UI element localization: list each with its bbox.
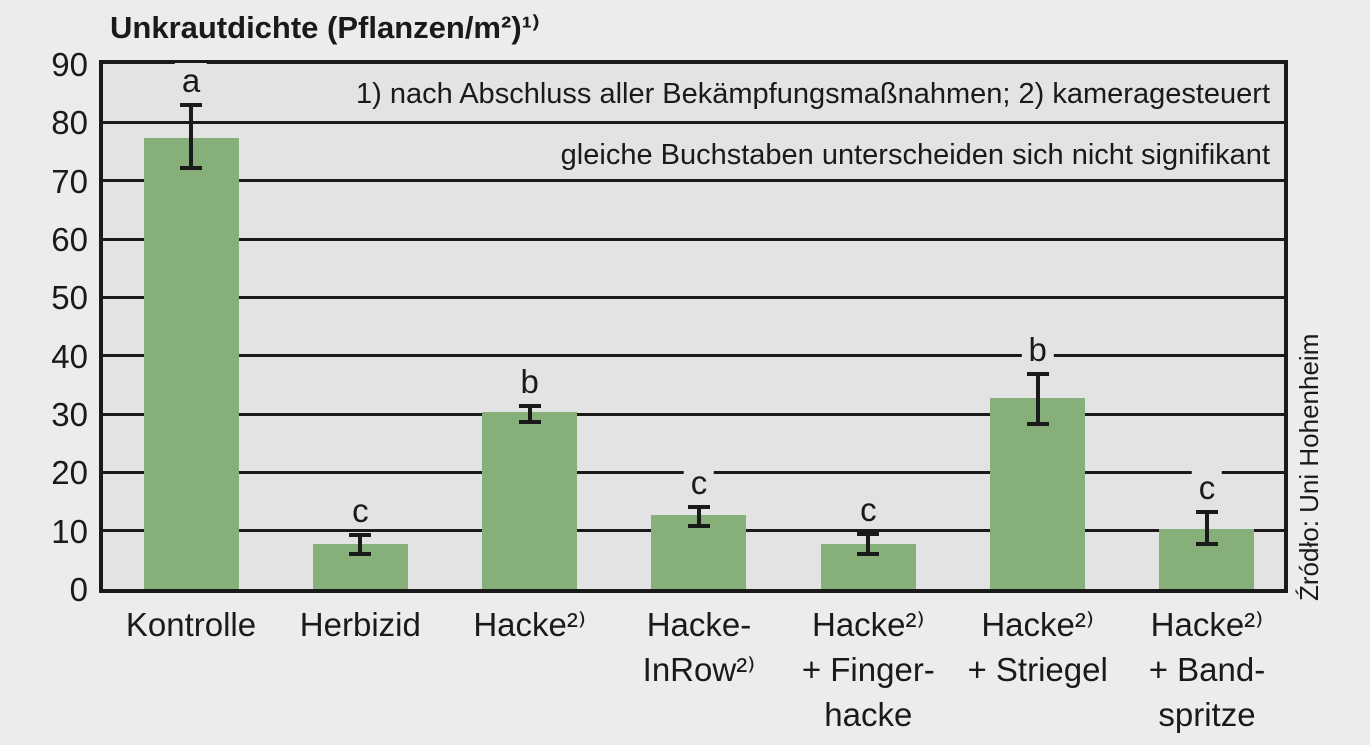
error-bar-stem	[866, 531, 871, 557]
y-tick-label-90: 90	[51, 46, 88, 83]
source-credit: Źródło: Uni Hohenheim	[1294, 333, 1324, 601]
bar-6	[990, 398, 1086, 589]
y-tick-label-40: 40	[51, 337, 88, 375]
error-bar-cap	[687, 505, 710, 509]
y-tick-label-50: 50	[51, 279, 88, 317]
bar-1	[143, 137, 239, 589]
category-label-line: Hacke²⁾	[1150, 606, 1264, 643]
gridline	[103, 295, 1284, 299]
error-bar-5	[857, 531, 880, 557]
gridline	[103, 179, 1284, 183]
error-bar-cap	[1026, 421, 1049, 426]
error-bar-cap	[1195, 542, 1218, 547]
error-bar-cap	[349, 552, 372, 557]
category-label-line: Kontrolle	[125, 606, 257, 643]
error-bar-cap	[1195, 510, 1218, 515]
error-bar-cap	[518, 420, 541, 425]
category-label-3: Hacke²⁾	[410, 602, 650, 647]
error-bar-cap	[857, 552, 880, 557]
significance-letter-7: c	[1191, 470, 1223, 507]
category-label-line: InRow²⁾	[642, 651, 756, 688]
category-label-line: Hacke²⁾	[811, 606, 925, 643]
y-tick-label-0: 0	[69, 571, 88, 608]
category-label-line: Hacke²⁾	[473, 606, 586, 643]
error-bar-stem	[1035, 372, 1040, 426]
error-bar-6	[1026, 372, 1049, 426]
category-label-line: hacke	[824, 696, 913, 733]
error-bar-stem	[189, 102, 193, 170]
significance-letter-2: c	[345, 493, 376, 529]
y-tick-label-30: 30	[51, 396, 88, 433]
category-label-1: Kontrolle	[71, 602, 311, 647]
chart-title: Unkrautdichte (Pflanzen/m²)¹⁾	[110, 10, 540, 45]
y-tick-label-10: 10	[51, 512, 88, 550]
category-label-line: Hacke²⁾	[981, 606, 1094, 643]
category-label-line: + Band-	[1148, 651, 1266, 688]
category-label-line: Herbizid	[299, 606, 421, 643]
gridline	[103, 120, 1284, 124]
plot-area: 1) nach Abschluss aller Bekämpfungsmaßna…	[99, 60, 1288, 593]
error-bar-cap	[1026, 372, 1049, 376]
category-label-line: + Striegel	[967, 651, 1108, 688]
category-label-2: Herbizid	[240, 602, 480, 647]
error-bar-cap	[687, 523, 710, 528]
gridline	[103, 354, 1284, 358]
error-bar-2	[349, 533, 372, 557]
y-tick-label-80: 80	[51, 104, 88, 142]
significance-letter-5: c	[853, 491, 884, 528]
category-label-4: Hacke- InRow²⁾	[579, 602, 819, 692]
bar-3	[482, 411, 578, 589]
error-bar-cap	[349, 533, 372, 537]
category-label-6: Hacke²⁾ + Striegel	[918, 602, 1158, 692]
error-bar-stem	[696, 505, 701, 528]
significance-letter-3: b	[513, 364, 546, 401]
error-bar-cap	[518, 404, 541, 409]
error-bar-stem	[527, 404, 532, 425]
error-bar-cap	[180, 165, 202, 170]
error-bar-4	[687, 505, 710, 528]
category-label-line: spritze	[1158, 696, 1256, 733]
category-label-7: Hacke²⁾ + Band-spritze	[1087, 602, 1327, 737]
error-bar-cap	[857, 531, 880, 536]
error-bar-cap	[180, 102, 202, 107]
footnote-annotation: 1) nach Abschluss aller Bekämpfungsmaßna…	[356, 78, 1270, 110]
y-tick-label-20: 20	[51, 454, 88, 492]
error-bar-stem	[1204, 510, 1209, 547]
error-bar-stem	[358, 533, 363, 557]
significance-letter-1: a	[174, 62, 208, 99]
category-label-line: Hacke-	[646, 606, 752, 643]
gridline	[103, 412, 1284, 416]
category-label-5: Hacke²⁾ + Finger-hacke	[748, 602, 988, 737]
error-bar-1	[180, 102, 202, 170]
y-tick-label-70: 70	[51, 162, 88, 200]
gridline	[103, 237, 1284, 241]
significance-annotation: gleiche Buchstaben unterscheiden sich ni…	[560, 139, 1270, 171]
significance-letter-4: c	[683, 465, 715, 501]
category-label-line: + Finger-	[801, 651, 935, 688]
y-tick-label-60: 60	[51, 221, 88, 258]
significance-letter-6: b	[1021, 332, 1054, 368]
error-bar-7	[1195, 510, 1218, 547]
error-bar-3	[518, 404, 541, 425]
